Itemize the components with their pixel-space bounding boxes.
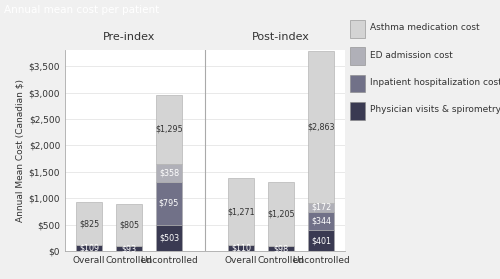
Text: $401: $401	[311, 236, 331, 245]
Bar	[76, 202, 102, 245]
Text: Inpatient hospitalization cost: Inpatient hospitalization cost	[370, 78, 500, 87]
Bar	[156, 163, 182, 182]
Bar	[350, 102, 365, 120]
Text: $825: $825	[79, 219, 99, 228]
Text: $172: $172	[311, 203, 331, 212]
Bar	[76, 245, 102, 251]
Bar	[156, 225, 182, 251]
Text: Pre-index: Pre-index	[103, 32, 155, 42]
Text: $2,863: $2,863	[307, 122, 335, 131]
Bar	[156, 95, 182, 163]
Text: Annual mean cost per patient: Annual mean cost per patient	[4, 5, 159, 15]
Text: ED admission cost: ED admission cost	[370, 51, 452, 60]
Bar	[350, 20, 365, 38]
Bar	[308, 230, 334, 251]
Bar	[350, 47, 365, 65]
Text: $1,205: $1,205	[267, 210, 295, 218]
Text: $98: $98	[274, 244, 288, 253]
Bar	[308, 203, 334, 212]
Text: $1,271: $1,271	[227, 207, 255, 216]
Text: Physician visits & spirometry cost: Physician visits & spirometry cost	[370, 105, 500, 114]
Bar	[308, 212, 334, 230]
Text: $795: $795	[159, 199, 179, 208]
Bar	[350, 75, 365, 92]
Text: Post-index: Post-index	[252, 32, 310, 42]
Bar	[268, 246, 294, 251]
Bar	[116, 246, 142, 251]
Text: $503: $503	[159, 233, 179, 242]
Bar	[228, 178, 254, 245]
Text: $358: $358	[159, 169, 179, 177]
Text: Asthma medication cost: Asthma medication cost	[370, 23, 479, 32]
Text: $1,295: $1,295	[155, 125, 183, 134]
Bar	[228, 245, 254, 251]
Text: $93: $93	[122, 244, 136, 253]
Text: $344: $344	[311, 216, 331, 225]
Y-axis label: Annual Mean Cost (Canadian $): Annual Mean Cost (Canadian $)	[16, 79, 24, 222]
Bar	[156, 182, 182, 225]
Text: $109: $109	[79, 244, 99, 253]
Text: $805: $805	[119, 220, 139, 229]
Bar	[268, 182, 294, 246]
Bar	[308, 51, 334, 203]
Bar	[116, 204, 142, 246]
Text: $110: $110	[231, 244, 251, 253]
